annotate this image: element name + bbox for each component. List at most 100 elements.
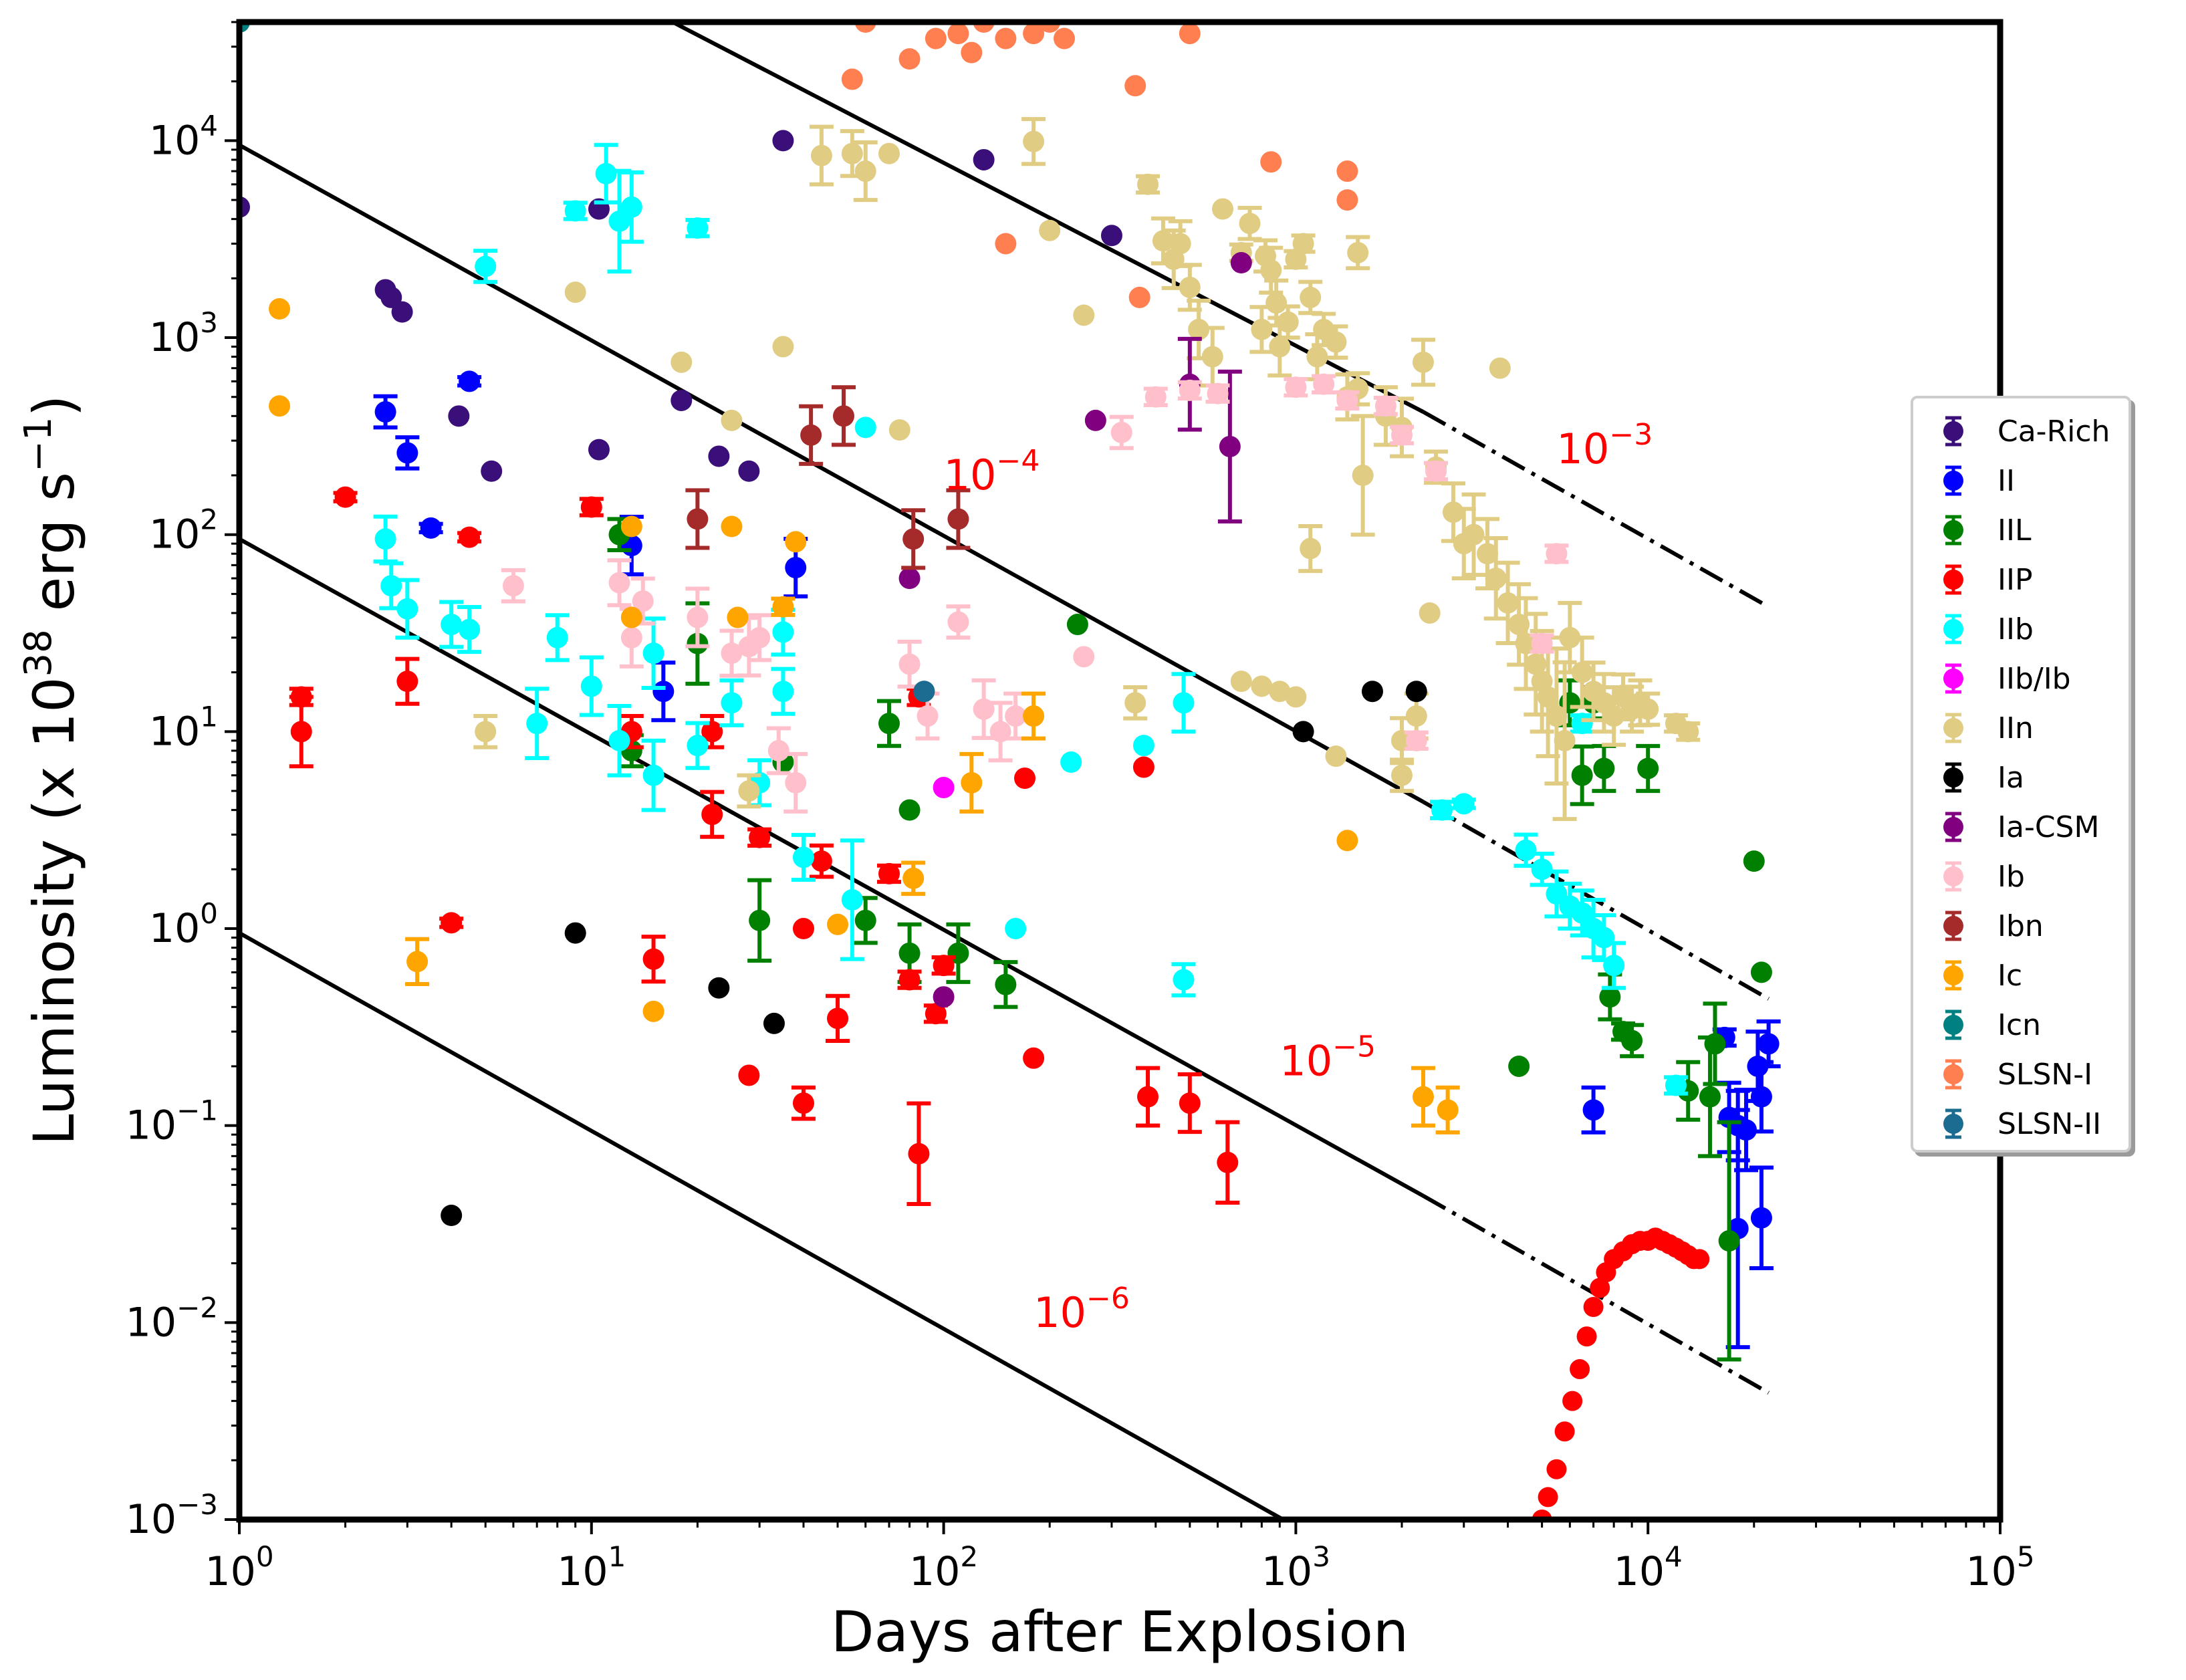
data-point (878, 142, 900, 164)
data-point (1152, 230, 1174, 252)
data-point (380, 286, 402, 308)
data-point (854, 909, 876, 931)
data-point (1405, 705, 1427, 727)
data-point (396, 671, 418, 693)
data-point (785, 531, 807, 553)
data-point (1699, 1086, 1721, 1108)
curve-point (1583, 1297, 1604, 1318)
data-point (396, 442, 418, 464)
data-point (827, 913, 849, 935)
data-point (1537, 686, 1559, 708)
data-point (1023, 705, 1045, 727)
data-point (1132, 735, 1155, 757)
data-point (620, 606, 642, 628)
data-point (1053, 27, 1075, 49)
legend-label: SLSN-I (1997, 1057, 2093, 1092)
iip-light-curve (1532, 1227, 1710, 1520)
data-point (441, 912, 463, 934)
data-point (526, 713, 548, 735)
data-point (1100, 225, 1122, 247)
legend-label: Icn (1997, 1007, 2042, 1042)
data-point (1207, 382, 1229, 404)
data-point (1750, 1207, 1772, 1229)
data-point (1110, 421, 1132, 443)
chart-legend: Ca-Rich II IIL IIP IIb IIb/Ib IIn Ia Ia-CSM Ib Ibn… (1911, 396, 2131, 1153)
data-point (1005, 918, 1027, 940)
data-point (1173, 969, 1195, 991)
data-point (1531, 632, 1553, 654)
data-point (632, 590, 654, 612)
data-point (1124, 692, 1146, 714)
legend-label: Ib (1997, 859, 2025, 894)
data-point (1361, 681, 1383, 703)
data-point (1425, 460, 1447, 482)
legend-label: IIb/Ib (1997, 661, 2071, 696)
data-point (772, 621, 794, 643)
data-point (1390, 424, 1413, 446)
data-point (1599, 986, 1621, 1008)
reference-line (239, 143, 1425, 804)
data-point (854, 416, 876, 439)
data-point (1559, 626, 1581, 648)
data-point (459, 618, 481, 640)
legend-label: IIP (1997, 562, 2033, 597)
data-point (608, 572, 630, 594)
data-point (290, 721, 312, 743)
data-point (642, 948, 664, 970)
legend-marker-icon (1943, 614, 1963, 644)
data-point (391, 301, 413, 323)
data-point (708, 445, 730, 467)
data-point (902, 867, 925, 889)
data-point (738, 460, 760, 482)
data-point (608, 729, 630, 751)
data-point (1412, 351, 1434, 373)
data-point (564, 281, 586, 304)
legend-item: IIb/Ib (1913, 654, 2129, 703)
data-point (933, 955, 955, 977)
legend-label: IIn (1997, 711, 2034, 745)
data-point (925, 27, 947, 49)
data-point (973, 148, 995, 170)
data-point (1665, 1074, 1687, 1096)
reference-line (239, 537, 1425, 1198)
legend-item: IIL (1913, 505, 2129, 555)
data-point (1212, 198, 1234, 220)
legend-marker-icon (1943, 911, 1963, 941)
data-point (947, 508, 969, 530)
data-point (1508, 1055, 1530, 1077)
data-point (334, 486, 356, 508)
series-icn (239, 22, 935, 703)
curve-point (1570, 1359, 1590, 1380)
data-point (810, 850, 832, 872)
series-ic (269, 298, 1460, 1134)
legend-label: Ia (1997, 760, 2024, 795)
data-point (1169, 233, 1191, 255)
data-point (1743, 850, 1765, 872)
legend-label: II (1997, 463, 2015, 498)
curve-point (1554, 1421, 1575, 1442)
data-point (1515, 632, 1537, 654)
data-point (1300, 286, 1322, 308)
data-point (1463, 523, 1485, 546)
data-point (738, 1064, 760, 1086)
data-point (792, 1092, 814, 1114)
legend-label: IIL (1997, 513, 2032, 548)
data-point (441, 1205, 463, 1227)
legend-item: Ic (1913, 951, 2129, 1000)
data-point (620, 196, 642, 218)
data-point (908, 1143, 930, 1165)
data-point (1336, 389, 1358, 411)
data-point (898, 969, 921, 991)
data-point (898, 942, 921, 964)
x-tick-label: 103 (1261, 1540, 1330, 1595)
data-point (1419, 602, 1441, 624)
data-point (441, 614, 463, 636)
data-point (588, 439, 610, 461)
data-point (290, 686, 312, 708)
data-point (721, 642, 743, 665)
data-point (642, 642, 664, 665)
legend-label: Ic (1997, 958, 2023, 993)
data-point (1137, 173, 1159, 195)
data-point (995, 27, 1017, 49)
